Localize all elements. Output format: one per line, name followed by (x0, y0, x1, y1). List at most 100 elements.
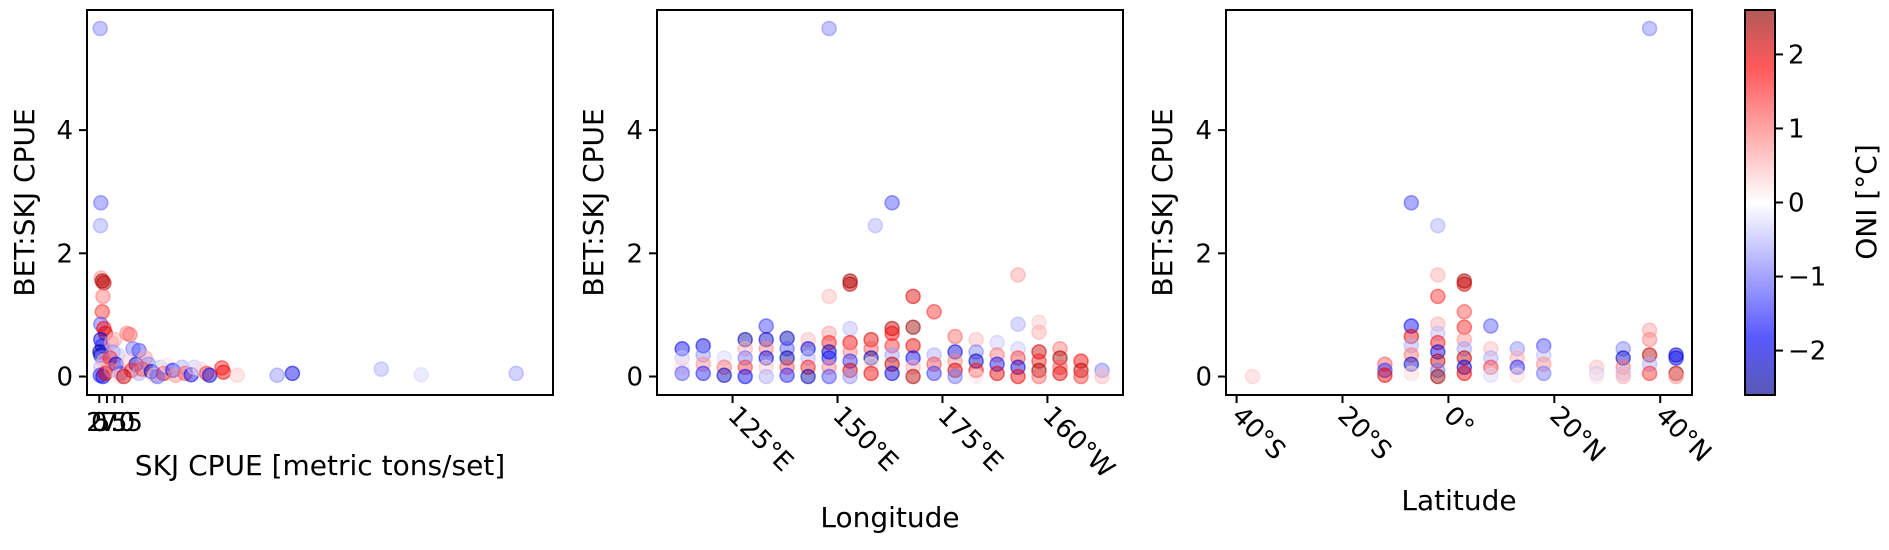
colorbar-tick-label: 1 (1788, 114, 1805, 144)
scatter-point (989, 365, 1005, 382)
y-tick-label: 0 (56, 363, 73, 393)
scatter-panel-latitude: 0 2 4 40°S 20°S 0° 20°N 40°N BET:SKJ CPUE Latitud… (1146, 9, 1717, 517)
scatter-point (1641, 331, 1658, 348)
scatter-point (737, 368, 753, 385)
scatter-point (947, 362, 963, 379)
x-tick-label: 20°S (1332, 401, 1397, 466)
colorbar-tick-label: 0 (1788, 189, 1805, 219)
scatter-point (413, 366, 429, 383)
scatter-point (1483, 359, 1499, 376)
scatter-point (1403, 318, 1420, 334)
scatter-point (93, 195, 109, 211)
scatter-point (968, 362, 984, 379)
y-tick-label: 4 (626, 116, 643, 146)
scatter-point (842, 362, 858, 379)
scatter-point (1010, 368, 1026, 385)
plot-frame (1225, 9, 1693, 396)
scatter-point (947, 368, 963, 385)
scatter-point (842, 276, 858, 292)
x-tick-label: 150°E (827, 401, 904, 478)
scatter-point (716, 359, 732, 376)
scatter-point (1031, 368, 1047, 385)
scatter-point (968, 368, 984, 385)
scatter-point (111, 368, 127, 385)
scatter-point (1456, 365, 1473, 382)
scatter-point (269, 367, 285, 384)
x-tick-label: 2.5 (86, 408, 127, 438)
scatter-point (1403, 365, 1420, 382)
scatter-point (229, 367, 245, 384)
scatter-point (134, 361, 150, 377)
scatter-point (1509, 367, 1526, 384)
scatter-point (800, 368, 816, 385)
colorbar-label: ONI [°C] (1850, 144, 1883, 260)
scatter-point (1430, 288, 1446, 305)
scatter-point (1430, 368, 1446, 385)
y-tick-label: 0 (626, 363, 643, 393)
x-tick-label: 0 (91, 408, 108, 438)
x-tick-label: 0° (1437, 401, 1479, 443)
scatter-point (821, 20, 837, 37)
scatter-point (92, 20, 108, 37)
x-tick-label: 7.5 (102, 408, 143, 438)
scatter-point (106, 331, 123, 348)
scatter-point (968, 331, 984, 348)
scatter-point (373, 361, 390, 377)
x-tick-label: 160°W (1036, 401, 1120, 485)
scatter-point (674, 365, 690, 382)
y-tick-label: 0 (1195, 363, 1212, 393)
scatter-point (116, 368, 132, 385)
scatter-points (674, 20, 1110, 385)
scatter-points (1244, 20, 1684, 385)
scatter-point (695, 365, 711, 382)
scatter-point (926, 365, 942, 382)
scatter-point (821, 368, 837, 385)
scatter-point (947, 328, 963, 345)
scatter-point (1535, 365, 1552, 382)
y-tick-label: 4 (56, 116, 73, 146)
scatter-point (1010, 316, 1026, 332)
scatter-point (1641, 365, 1658, 382)
y-tick-label: 2 (56, 239, 73, 269)
scatter-point (674, 359, 690, 376)
plot-frame (86, 9, 554, 396)
scatter-point (1377, 367, 1393, 384)
x-tick-label: 125°E (722, 401, 799, 478)
scatter-point (1641, 20, 1658, 37)
scatter-point (1052, 365, 1068, 382)
scatter-point (905, 337, 921, 354)
scatter-point (1668, 350, 1684, 366)
y-axis-label: BET:SKJ CPUE (8, 108, 41, 296)
scatter-point (1031, 362, 1047, 379)
x-tick-label: 40°S (1226, 401, 1291, 466)
scatter-point (201, 367, 218, 384)
scatter-point (1430, 362, 1446, 379)
y-tick-label: 2 (626, 239, 643, 269)
scatter-point (779, 367, 795, 384)
scatter-point (1403, 195, 1420, 211)
scatter-point (905, 288, 921, 305)
scatter-point (1073, 368, 1089, 385)
scatter-point (1377, 356, 1393, 372)
colorbar: 2 1 0 −1 −2 ONI [°C] (1744, 9, 1883, 396)
y-axis-label: BET:SKJ CPUE (577, 108, 610, 296)
scatter-point (884, 195, 900, 211)
scatter-point (758, 318, 774, 334)
scatter-point (905, 368, 921, 385)
scatter-point (120, 353, 137, 369)
scatter-point (1010, 267, 1026, 283)
scatter-point (863, 365, 879, 382)
colorbar-tick-label: −2 (1788, 337, 1826, 367)
scatter-point (842, 320, 858, 337)
scatter-point (1073, 362, 1089, 379)
scatter-point (149, 368, 166, 385)
x-axis-label: Latitude (1401, 484, 1516, 517)
scatter-point (94, 304, 111, 320)
scatter-point (1483, 318, 1499, 334)
scatter-point (508, 365, 524, 382)
scatter-point (758, 368, 774, 385)
scatter-panel-longitude: 0 2 4 125°E 150°E 175°E 160°W BET:SKJ CPUE Longi… (577, 9, 1124, 534)
scatter-point (1483, 367, 1499, 384)
colorbar-gradient (1745, 10, 1775, 395)
